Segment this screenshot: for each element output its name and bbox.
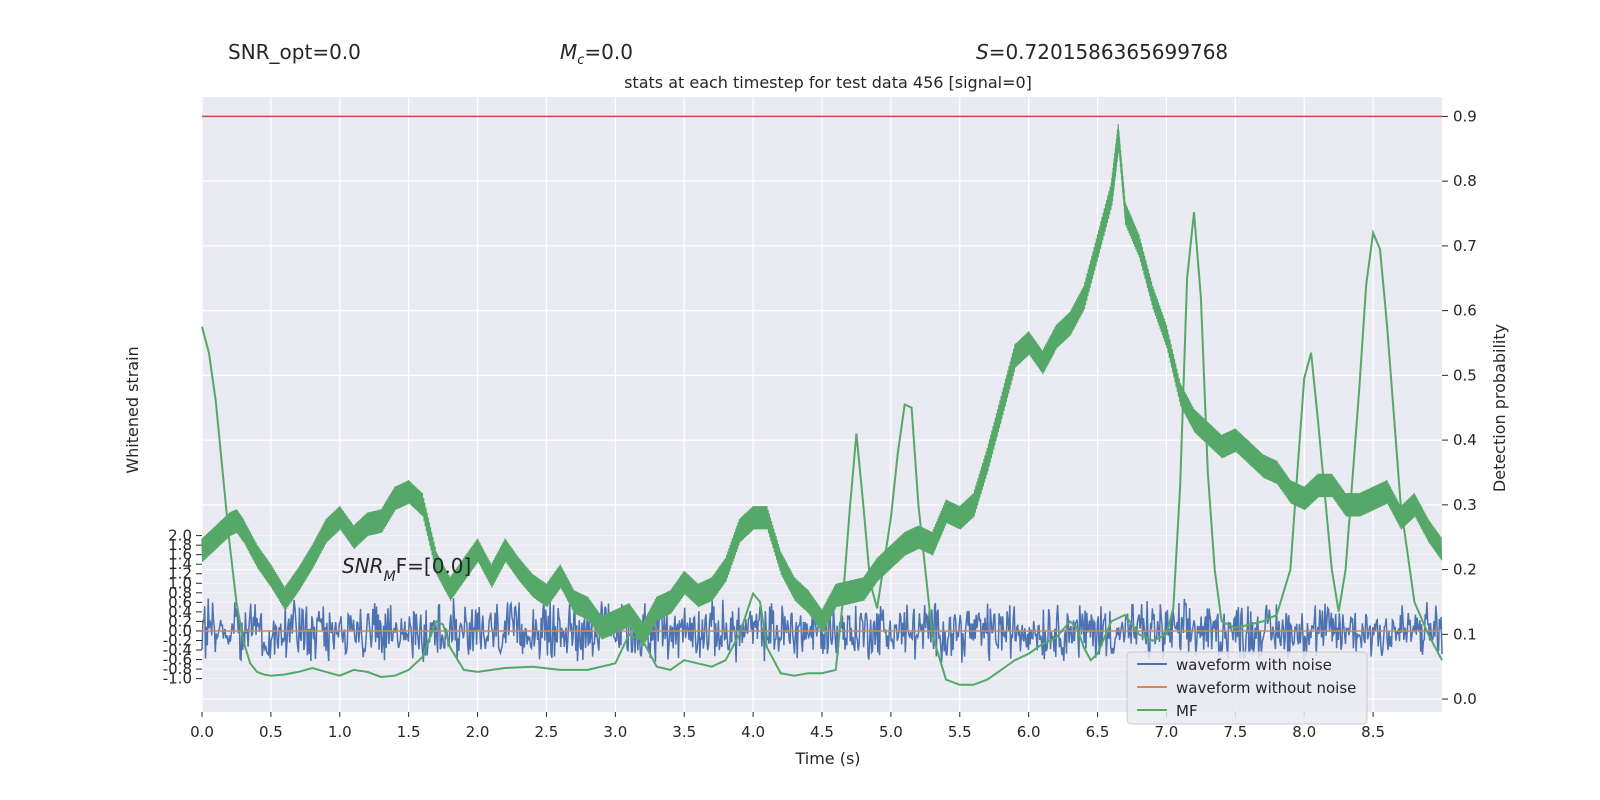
chart-title: stats at each timestep for test data 456…: [624, 73, 1032, 92]
y-tick-label-right: 0.9: [1453, 107, 1477, 125]
x-tick-label: 8.0: [1292, 723, 1316, 741]
x-tick-label: 7.5: [1223, 723, 1247, 741]
y-tick-label-left: 0.0: [168, 622, 192, 640]
y-tick-label-right: 0.6: [1453, 302, 1477, 320]
y-tick-label-left: -0.8: [163, 660, 192, 678]
y-tick-label-right: 0.4: [1453, 431, 1477, 449]
x-tick-label: 3.5: [672, 723, 696, 741]
y-tick-label-left: 2.0: [168, 527, 192, 545]
y-tick-label-right: 0.2: [1453, 561, 1477, 579]
legend-label-mf: MF: [1176, 702, 1198, 720]
y-tick-label-right: 0.7: [1453, 237, 1477, 255]
y-tick-label-left: -1.0: [163, 670, 192, 688]
x-tick-label: 4.5: [810, 723, 834, 741]
legend-frame: [1126, 651, 1368, 725]
legend-label-noise: waveform with noise: [1176, 656, 1332, 674]
snr-mf-annotation: SNRMF=[0.0]: [342, 554, 471, 585]
y-tick-label-right: 0.1: [1453, 625, 1477, 643]
y-tick-label-left: 1.2: [168, 565, 192, 583]
y-tick-label-right: 0.0: [1453, 690, 1477, 708]
y-tick-label-left: 0.6: [168, 593, 192, 611]
x-tick-label: 2.0: [466, 723, 490, 741]
x-tick-label: 3.0: [603, 723, 627, 741]
x-tick-label: 2.5: [535, 723, 559, 741]
right-axis-label: Detection probability: [1490, 324, 1509, 492]
x-tick-label: 1.0: [328, 723, 352, 741]
y-tick-label-right: 0.8: [1453, 172, 1477, 190]
x-tick-label: 6.0: [1017, 723, 1041, 741]
y-tick-label-left: 1.8: [168, 536, 192, 554]
x-tick-label: 8.5: [1361, 723, 1385, 741]
s-stat-label: S=0.7201586365699768: [976, 40, 1229, 64]
detection-probability-line: [201, 124, 1443, 647]
legend-label-clean: waveform without noise: [1176, 679, 1356, 697]
x-tick-label: 0.0: [190, 723, 214, 741]
y-tick-label-left: -0.4: [163, 641, 192, 659]
y-tick-label-left: 0.8: [168, 584, 192, 602]
x-tick-label: 7.0: [1155, 723, 1179, 741]
y-tick-label-left: 0.4: [168, 603, 192, 621]
x-tick-label: 4.0: [741, 723, 765, 741]
y-tick-label-left: 1.6: [168, 546, 192, 564]
left-axis-label: Whitened strain: [123, 346, 142, 473]
x-tick-label: 6.5: [1086, 723, 1110, 741]
y-tick-label-left: 1.0: [168, 574, 192, 592]
x-tick-label: 5.5: [948, 723, 972, 741]
y-tick-label-left: -0.2: [163, 631, 192, 649]
plot-area: 0.0 0.5 1.0 1.5 2.0 2.5 3.0 3.5 4.0 4.5 5.0 5.5 6.0 6…: [163, 97, 1477, 741]
y-tick-label-left: -0.6: [163, 651, 192, 669]
y-tick-label-left: 0.2: [168, 612, 192, 630]
y-tick-label-left: 1.4: [168, 555, 192, 573]
x-tick-label: 0.5: [259, 723, 283, 741]
y-tick-label-right: 0.3: [1453, 496, 1477, 514]
snr-opt-label: SNR_opt=0.0: [228, 40, 361, 64]
x-tick-label: 1.5: [397, 723, 421, 741]
chirp-mass-label: Mc=0.0: [560, 40, 633, 68]
x-tick-label: 5.0: [879, 723, 903, 741]
x-axis-label: Time (s): [794, 749, 860, 768]
legend: waveform with noise waveform without noi…: [1126, 651, 1368, 725]
y-tick-label-right: 0.5: [1453, 366, 1477, 384]
